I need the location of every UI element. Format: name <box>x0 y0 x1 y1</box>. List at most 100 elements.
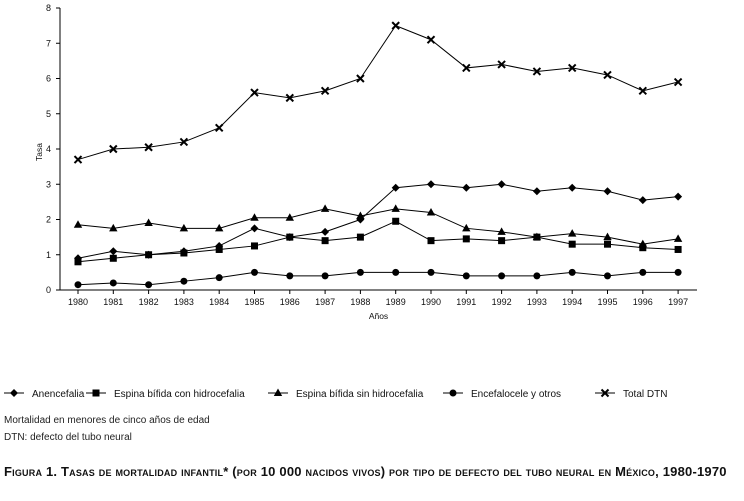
marker-square <box>109 254 117 262</box>
marker-x <box>144 143 153 152</box>
marker-triangle <box>603 232 612 241</box>
x-tick-label: 1980 <box>68 297 88 307</box>
x-tick-label: 1994 <box>562 297 582 307</box>
marker-diamond <box>568 183 577 192</box>
marker-square <box>215 245 223 253</box>
series-line <box>77 220 679 263</box>
marker-x-stroke <box>673 77 683 87</box>
marker-circle <box>498 272 506 280</box>
y-tick-label: 8 <box>46 3 51 13</box>
marker-square <box>462 235 470 243</box>
x-axis-label: Años <box>369 311 388 321</box>
marker-x-stroke <box>600 388 610 398</box>
marker-x <box>320 86 330 96</box>
marker-x-stroke <box>320 86 330 96</box>
marker-square <box>392 217 400 225</box>
marker-square <box>568 240 576 248</box>
series-diamond <box>74 180 683 263</box>
marker-circle <box>427 268 435 276</box>
x-tick-label: 1989 <box>386 297 406 307</box>
y-tick-label: 2 <box>46 215 51 225</box>
marker-square <box>604 240 611 248</box>
marker-triangle <box>215 223 224 232</box>
x-tick-label: 1992 <box>492 297 512 307</box>
y-tick-label: 6 <box>46 74 51 84</box>
marker-x-stroke <box>462 63 471 73</box>
marker-x-stroke <box>144 143 153 152</box>
marker-square <box>145 251 153 259</box>
x-tick-label: 1985 <box>244 297 264 307</box>
legend-label: Espina bífida con hidrocefalia <box>114 389 245 400</box>
marker-x <box>250 88 259 97</box>
marker-diamond <box>321 227 330 236</box>
marker-x <box>532 67 542 76</box>
marker-circle <box>321 272 329 280</box>
marker-square <box>180 249 188 257</box>
marker-x <box>567 63 577 73</box>
marker-circle <box>462 272 470 280</box>
marker-x-stroke <box>179 137 189 147</box>
marker-x-stroke <box>285 93 295 103</box>
legend-label: Encefalocele y otros <box>471 389 561 400</box>
legend-item: Espina bífida sin hidrocefalia <box>268 388 424 400</box>
marker-diamond <box>391 183 400 192</box>
x-tick-label: 1983 <box>174 297 194 307</box>
marker-triangle <box>144 218 153 227</box>
marker-diamond <box>109 247 118 256</box>
marker-circle <box>215 274 223 282</box>
marker-triangle <box>638 239 647 248</box>
marker-x-stroke <box>567 63 577 73</box>
legend-item: Encefalocele y otros <box>443 389 561 400</box>
marker-circle <box>639 268 647 276</box>
marker-x <box>462 63 471 73</box>
marker-circle <box>286 272 294 280</box>
marker-triangle <box>109 223 118 232</box>
x-tick-label: 1993 <box>527 297 547 307</box>
marker-x <box>673 77 683 87</box>
marker-x-stroke <box>250 88 259 97</box>
marker-x <box>356 74 365 83</box>
y-tick-label: 3 <box>46 179 51 189</box>
marker-circle <box>604 272 611 280</box>
marker-circle <box>533 272 541 280</box>
marker-triangle <box>497 227 506 235</box>
legend-label: Espina bífida sin hidrocefalia <box>296 389 424 400</box>
marker-x <box>214 123 224 133</box>
x-tick-label: 1987 <box>315 297 335 307</box>
series-circle <box>74 268 682 289</box>
marker-circle <box>449 389 457 397</box>
marker-x-stroke <box>497 60 506 69</box>
marker-square <box>74 258 82 266</box>
chart-legend: Anencefalia Espina bífida con hidrocefali… <box>4 388 667 400</box>
marker-diamond <box>497 180 506 189</box>
marker-triangle <box>532 232 542 241</box>
legend-item: Total DTN <box>595 388 667 400</box>
marker-x <box>497 60 506 69</box>
marker-triangle <box>179 223 189 232</box>
series-line <box>77 25 679 161</box>
marker-circle <box>180 277 188 285</box>
marker-triangle <box>73 220 83 228</box>
marker-x-stroke <box>638 86 648 96</box>
marker-diamond <box>638 196 647 205</box>
marker-x <box>603 70 612 80</box>
marker-x <box>391 21 400 30</box>
marker-diamond <box>674 192 683 201</box>
marker-triangle <box>320 204 330 212</box>
marker-diamond <box>10 389 18 397</box>
marker-x-stroke <box>532 67 542 76</box>
marker-triangle <box>285 213 294 221</box>
marker-x <box>426 35 436 44</box>
series-line <box>77 183 679 259</box>
marker-triangle <box>273 388 283 396</box>
marker-x-stroke <box>603 70 612 80</box>
chart-series <box>73 21 683 289</box>
marker-x-stroke <box>73 155 83 164</box>
marker-square <box>356 233 364 241</box>
series-square <box>74 217 682 266</box>
marker-triangle <box>568 229 577 237</box>
marker-square <box>251 242 258 250</box>
marker-diamond <box>250 224 259 233</box>
marker-triangle <box>426 207 436 216</box>
x-tick-label: 1990 <box>421 297 441 307</box>
